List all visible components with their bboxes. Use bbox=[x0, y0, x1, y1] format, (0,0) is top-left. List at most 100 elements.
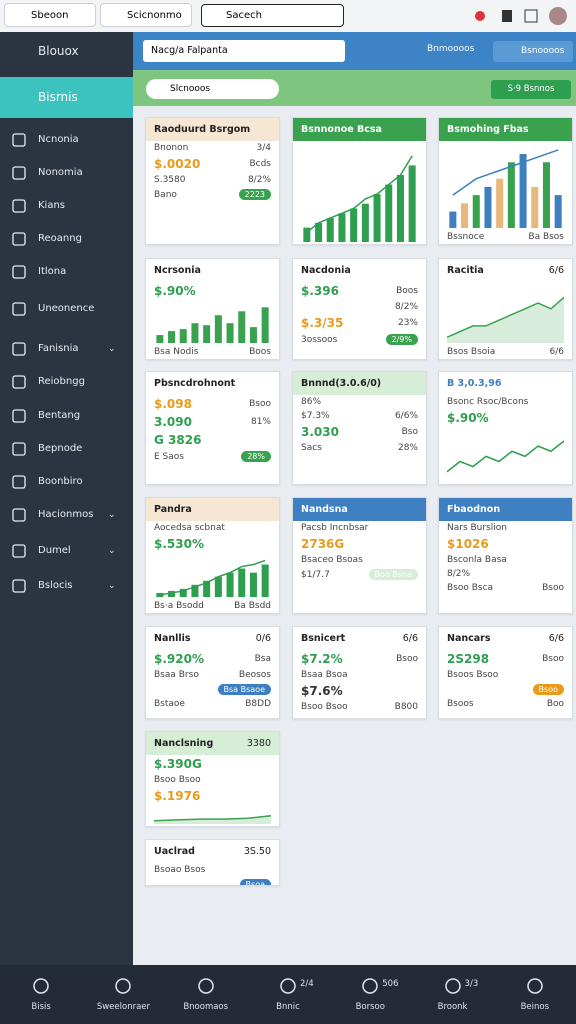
side-item[interactable]: Boonbiro bbox=[0, 468, 133, 496]
tab[interactable]: Sbeoon bbox=[4, 3, 96, 27]
side-item[interactable]: Fanisnia ⌄ bbox=[0, 335, 133, 363]
card[interactable]: Pbsncdrohnont $.098 Bsoo 3.090 81% G 3826 E Sa… bbox=[145, 371, 280, 485]
card[interactable]: Nanllis 0/6 $.920% Bsa Bsaa Brso Beosos Bsa Bs… bbox=[145, 626, 280, 719]
nav-item[interactable]: Sweelonraer bbox=[82, 965, 164, 1024]
card-row: Bsa Bsaoe bbox=[146, 682, 279, 697]
nav-item[interactable]: Bnoomaos bbox=[165, 965, 247, 1024]
side-item[interactable]: Bslocis ⌄ bbox=[0, 572, 133, 600]
card[interactable]: Bsnicert 6/6 $7.2% Bsoo Bsaa Bsoa $7.6% Bsoo B… bbox=[292, 626, 427, 719]
card[interactable]: Nanclsning 3380 $.390G Bsoo Bsoo $.1976 bbox=[145, 731, 280, 827]
card-text-right: Bsoo bbox=[396, 654, 418, 664]
card-header: Nanclsning 3380 bbox=[146, 732, 279, 755]
card-row: Bssnoce Ba Bsos bbox=[439, 230, 572, 244]
card-row: 8/2% bbox=[293, 300, 426, 314]
side-item[interactable]: Ncnonia bbox=[0, 126, 133, 154]
card[interactable]: Fbaodnon Nars Burslion $1026 Bsconla Basa 8/… bbox=[438, 497, 573, 614]
card-row: Pacsb Incnbsar bbox=[293, 521, 426, 535]
nav-item[interactable]: 3/3 Broonk bbox=[411, 965, 493, 1024]
bottom-nav: Bisis Sweelonraer Bnoomaos 2/4 Bnnic 506 Borso… bbox=[0, 965, 576, 1024]
icon-shape bbox=[12, 475, 26, 489]
nav-icon bbox=[115, 978, 132, 994]
search-box[interactable]: Sacech bbox=[201, 4, 344, 27]
icon-shape bbox=[12, 265, 26, 279]
card-text-right: 8/2% bbox=[394, 302, 418, 312]
card[interactable]: Nancars 6/6 2S298 Bsoo Bsoos Bsoo Bsoo Bsoos Bo… bbox=[438, 626, 573, 719]
bar bbox=[461, 203, 469, 228]
card-text-right: Bsa bbox=[254, 654, 271, 664]
bar bbox=[203, 325, 211, 343]
side-item[interactable]: Dumel ⌄ bbox=[0, 537, 133, 565]
card-title: Raoduurd Bsrgom bbox=[154, 124, 251, 135]
card-row: 3.090 81% bbox=[146, 413, 279, 431]
badge: 2223 bbox=[238, 189, 271, 200]
side-item[interactable]: Kians bbox=[0, 192, 133, 220]
card-text: Bsoo Bsoo bbox=[154, 775, 201, 785]
nav-item[interactable]: Bisis bbox=[0, 965, 82, 1024]
card-text: Aocedsa scbnat bbox=[154, 523, 225, 533]
card-row: Bsonc Rsoc/Bcons bbox=[439, 395, 572, 409]
bar bbox=[168, 331, 176, 343]
card-text: Bsoo Bsoo bbox=[301, 702, 348, 712]
card-row: $7.2% Bsoo bbox=[293, 650, 426, 668]
card[interactable]: Bsmohing Fbas Bssnoce Ba Bsos bbox=[438, 117, 573, 245]
header-menu[interactable]: Bnmoooos bbox=[427, 44, 475, 54]
card-text-right: Beosos bbox=[238, 670, 271, 680]
card-row: Bsoo Bsca Bsoo bbox=[439, 581, 572, 595]
badge: 2/9% bbox=[385, 334, 418, 345]
side-item[interactable]: Reoanng bbox=[0, 225, 133, 253]
chart bbox=[156, 307, 269, 343]
card[interactable]: Nandsna Pacsb Incnbsar 2736G Bsaceo Bsoas $1… bbox=[292, 497, 427, 614]
active-item[interactable]: Bisrnis bbox=[0, 77, 133, 118]
icon bbox=[12, 199, 26, 213]
card[interactable]: B 3,0.3,96 Bsonc Rsoc/Bcons $.90% bbox=[438, 371, 573, 485]
card-header: Ncrsonia bbox=[146, 259, 279, 282]
header-button[interactable]: Bsnoooos bbox=[493, 41, 573, 62]
bar bbox=[361, 203, 369, 242]
card-row: Sacs 28% bbox=[293, 441, 426, 455]
nav-item[interactable]: 2/4 Bnnic bbox=[247, 965, 329, 1024]
card-title: Ncrsonia bbox=[154, 265, 201, 276]
card-text: Sacs bbox=[301, 443, 322, 453]
card-text: Bsoo Bsca bbox=[447, 583, 494, 593]
card[interactable]: Racitia 6/6 Bsos Bsoia 6/6 bbox=[438, 258, 573, 360]
nav-label: Bnoomaos bbox=[183, 1002, 229, 1012]
card-row: $.3/35 23% bbox=[293, 314, 426, 332]
tab[interactable]: Scicnonmo bbox=[100, 3, 192, 27]
side-item[interactable]: Nonomia bbox=[0, 159, 133, 187]
toolbar-button[interactable]: S·9 Bsnnos bbox=[491, 80, 571, 99]
select[interactable]: Slcnooos bbox=[146, 79, 279, 99]
card-text: $.098 bbox=[154, 397, 192, 411]
bar bbox=[214, 315, 222, 343]
card-row: $.530% bbox=[146, 535, 279, 553]
card-text: $.3/35 bbox=[301, 316, 344, 330]
header-search[interactable]: Nacg/a Falpanta bbox=[143, 40, 345, 62]
card-text-right: Bsoo bbox=[249, 399, 271, 409]
side-item[interactable]: Bepnode bbox=[0, 435, 133, 463]
side-item[interactable]: Bentang bbox=[0, 402, 133, 430]
card-text: 8/2% bbox=[447, 569, 471, 579]
card-row: Bsaa Bsoa bbox=[293, 668, 426, 682]
card[interactable]: Raoduurd Bsrgom Bnonon 3/4 $.0020 Bcds S.3580… bbox=[145, 117, 280, 245]
card[interactable]: Pandra Aocedsa scbnat $.530% Bs·a Bsodd Ba B… bbox=[145, 497, 280, 614]
card[interactable]: Nacdonia $.396 Boos 8/2% $.3/35 23% 3ossoos 2/9… bbox=[292, 258, 427, 360]
icon-shape bbox=[12, 544, 26, 558]
side-item[interactable]: Hacionmos ⌄ bbox=[0, 501, 133, 529]
card[interactable]: Uaclrad 3S.50 Bsoao Bsos Bsoa bbox=[145, 839, 280, 886]
card[interactable]: Bsnnonoe Bcsa bbox=[292, 117, 427, 245]
card-title: Pbsncdrohnont bbox=[154, 378, 236, 389]
bar bbox=[168, 590, 176, 597]
card-row: Bsos Bsoia 6/6 bbox=[439, 345, 572, 359]
side-item[interactable]: Itlona bbox=[0, 258, 133, 286]
nav-icon-shape bbox=[362, 978, 379, 994]
side-item[interactable]: Reiobngg bbox=[0, 368, 133, 396]
card-title: Bsnicert bbox=[301, 633, 346, 644]
nav-item[interactable]: Beinos bbox=[494, 965, 576, 1024]
card-text: Bsa Nodis bbox=[154, 347, 199, 357]
card[interactable]: Bnnnd(3.0.6/0) 86% $7.3% 6/6% 3.030 Bso Sacs 28… bbox=[292, 371, 427, 485]
card-title: Bsnnonoe Bcsa bbox=[301, 124, 382, 135]
nav-item[interactable]: 506 Borsoo bbox=[329, 965, 411, 1024]
icon-shape bbox=[12, 166, 26, 180]
card[interactable]: Ncrsonia $.90% Bsa Nodis Boos bbox=[145, 258, 280, 360]
side-item[interactable]: Uneonence bbox=[0, 295, 133, 323]
icon-shape bbox=[12, 508, 26, 522]
